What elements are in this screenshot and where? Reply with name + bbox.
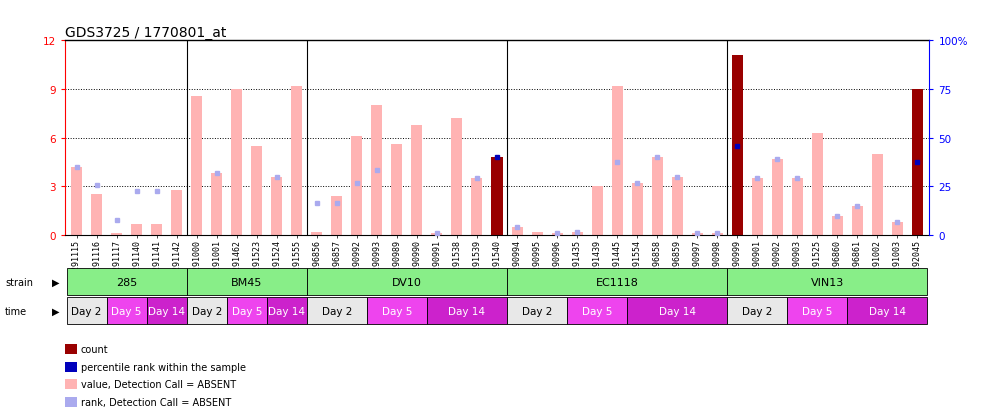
Bar (72, 168, 83, 235)
Bar (311, 232, 322, 235)
Text: BM45: BM45 (231, 277, 262, 287)
Bar (611, 87, 622, 235)
Text: Day 2: Day 2 (743, 306, 772, 316)
Bar (792, 179, 803, 235)
Bar (431, 233, 442, 235)
Bar (131, 224, 142, 235)
Text: ▶: ▶ (52, 306, 60, 316)
Text: Day 5: Day 5 (111, 306, 142, 316)
Text: Day 14: Day 14 (659, 306, 696, 316)
Bar (872, 154, 883, 235)
Bar (331, 197, 342, 235)
Bar (191, 96, 202, 235)
Text: Day 5: Day 5 (802, 306, 833, 316)
Bar (212, 174, 223, 235)
Bar (151, 224, 162, 235)
Text: Day 14: Day 14 (869, 306, 906, 316)
Text: Day 2: Day 2 (322, 306, 352, 316)
Text: Day 14: Day 14 (148, 306, 185, 316)
Bar (832, 216, 843, 235)
Bar (372, 106, 383, 235)
Bar (591, 187, 602, 235)
Text: percentile rank within the sample: percentile rank within the sample (81, 362, 246, 372)
Text: EC1118: EC1118 (595, 277, 638, 287)
Bar (572, 232, 582, 235)
Bar (771, 159, 782, 235)
Bar (692, 233, 703, 235)
Bar (491, 158, 503, 235)
Bar (672, 177, 683, 235)
Text: Day 2: Day 2 (192, 306, 222, 316)
Bar (271, 177, 282, 235)
Bar (751, 179, 762, 235)
Text: GDS3725 / 1770801_at: GDS3725 / 1770801_at (65, 26, 226, 40)
Bar (392, 145, 403, 235)
Text: value, Detection Call = ABSENT: value, Detection Call = ABSENT (81, 380, 236, 389)
Bar (351, 137, 363, 235)
Bar (451, 119, 462, 235)
Bar (631, 184, 643, 235)
Text: DV10: DV10 (392, 277, 421, 287)
Bar (291, 87, 302, 235)
Text: Day 5: Day 5 (581, 306, 612, 316)
Text: Day 14: Day 14 (448, 306, 485, 316)
Text: Day 14: Day 14 (268, 306, 305, 316)
Bar (732, 56, 743, 235)
Text: ▶: ▶ (52, 277, 60, 287)
Bar (471, 179, 482, 235)
Bar (552, 233, 563, 235)
Text: Day 5: Day 5 (232, 306, 262, 316)
Bar (232, 90, 243, 235)
Bar (852, 206, 863, 235)
Bar (512, 227, 523, 235)
Text: 285: 285 (116, 277, 137, 287)
Text: Day 2: Day 2 (72, 306, 101, 316)
Text: time: time (5, 306, 27, 316)
Bar (171, 190, 182, 235)
Text: Day 5: Day 5 (382, 306, 413, 316)
Text: Day 2: Day 2 (522, 306, 553, 316)
Bar (652, 158, 663, 235)
Bar (892, 223, 903, 235)
Bar (812, 133, 823, 235)
Bar (412, 126, 422, 235)
Text: count: count (81, 344, 108, 354)
Bar (712, 233, 723, 235)
Bar (251, 147, 262, 235)
Text: VIN13: VIN13 (811, 277, 844, 287)
Text: rank, Detection Call = ABSENT: rank, Detection Call = ABSENT (81, 397, 231, 407)
Bar (111, 234, 122, 235)
Bar (91, 195, 102, 235)
Bar (911, 90, 922, 235)
Bar (532, 232, 543, 235)
Text: strain: strain (5, 277, 33, 287)
